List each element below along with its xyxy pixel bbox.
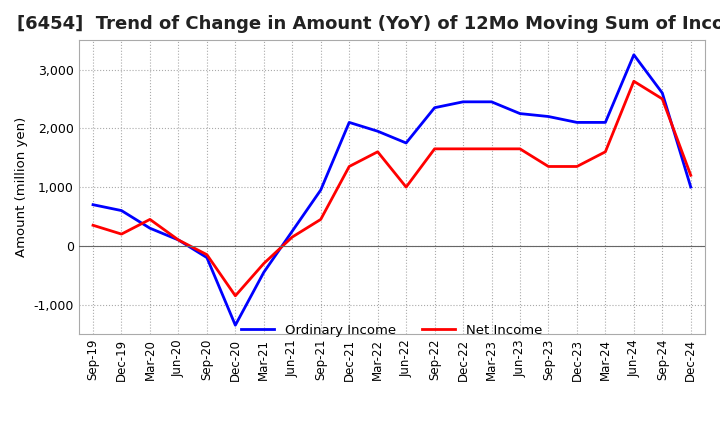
Net Income [89, 223, 97, 228]
Ordinary Income [174, 237, 183, 242]
Ordinary Income [145, 226, 154, 231]
Ordinary Income [89, 202, 97, 207]
Net Income [601, 149, 610, 154]
Ordinary Income [629, 52, 638, 58]
Net Income [117, 231, 126, 237]
Ordinary Income [686, 184, 695, 190]
Net Income [544, 164, 553, 169]
Title: [6454]  Trend of Change in Amount (YoY) of 12Mo Moving Sum of Incomes: [6454] Trend of Change in Amount (YoY) o… [17, 15, 720, 33]
Net Income [572, 164, 581, 169]
Net Income [658, 96, 667, 102]
Net Income [629, 79, 638, 84]
Y-axis label: Amount (million yen): Amount (million yen) [15, 117, 28, 257]
Ordinary Income [288, 228, 297, 234]
Net Income [686, 172, 695, 178]
Legend: Ordinary Income, Net Income: Ordinary Income, Net Income [236, 319, 548, 342]
Ordinary Income [658, 90, 667, 95]
Ordinary Income [259, 270, 268, 275]
Ordinary Income [487, 99, 496, 104]
Ordinary Income [544, 114, 553, 119]
Net Income [431, 146, 439, 151]
Ordinary Income [202, 255, 211, 260]
Ordinary Income [459, 99, 467, 104]
Line: Ordinary Income: Ordinary Income [93, 55, 690, 325]
Ordinary Income [374, 128, 382, 134]
Net Income [402, 184, 410, 190]
Net Income [202, 252, 211, 257]
Ordinary Income [345, 120, 354, 125]
Net Income [145, 217, 154, 222]
Ordinary Income [402, 140, 410, 146]
Ordinary Income [572, 120, 581, 125]
Ordinary Income [231, 323, 240, 328]
Net Income [316, 217, 325, 222]
Line: Net Income: Net Income [93, 81, 690, 296]
Net Income [374, 149, 382, 154]
Net Income [259, 261, 268, 266]
Ordinary Income [117, 208, 126, 213]
Ordinary Income [516, 111, 524, 116]
Net Income [288, 235, 297, 240]
Net Income [487, 146, 496, 151]
Ordinary Income [316, 187, 325, 193]
Ordinary Income [431, 105, 439, 110]
Net Income [459, 146, 467, 151]
Ordinary Income [601, 120, 610, 125]
Net Income [174, 237, 183, 242]
Net Income [516, 146, 524, 151]
Net Income [231, 293, 240, 298]
Net Income [345, 164, 354, 169]
